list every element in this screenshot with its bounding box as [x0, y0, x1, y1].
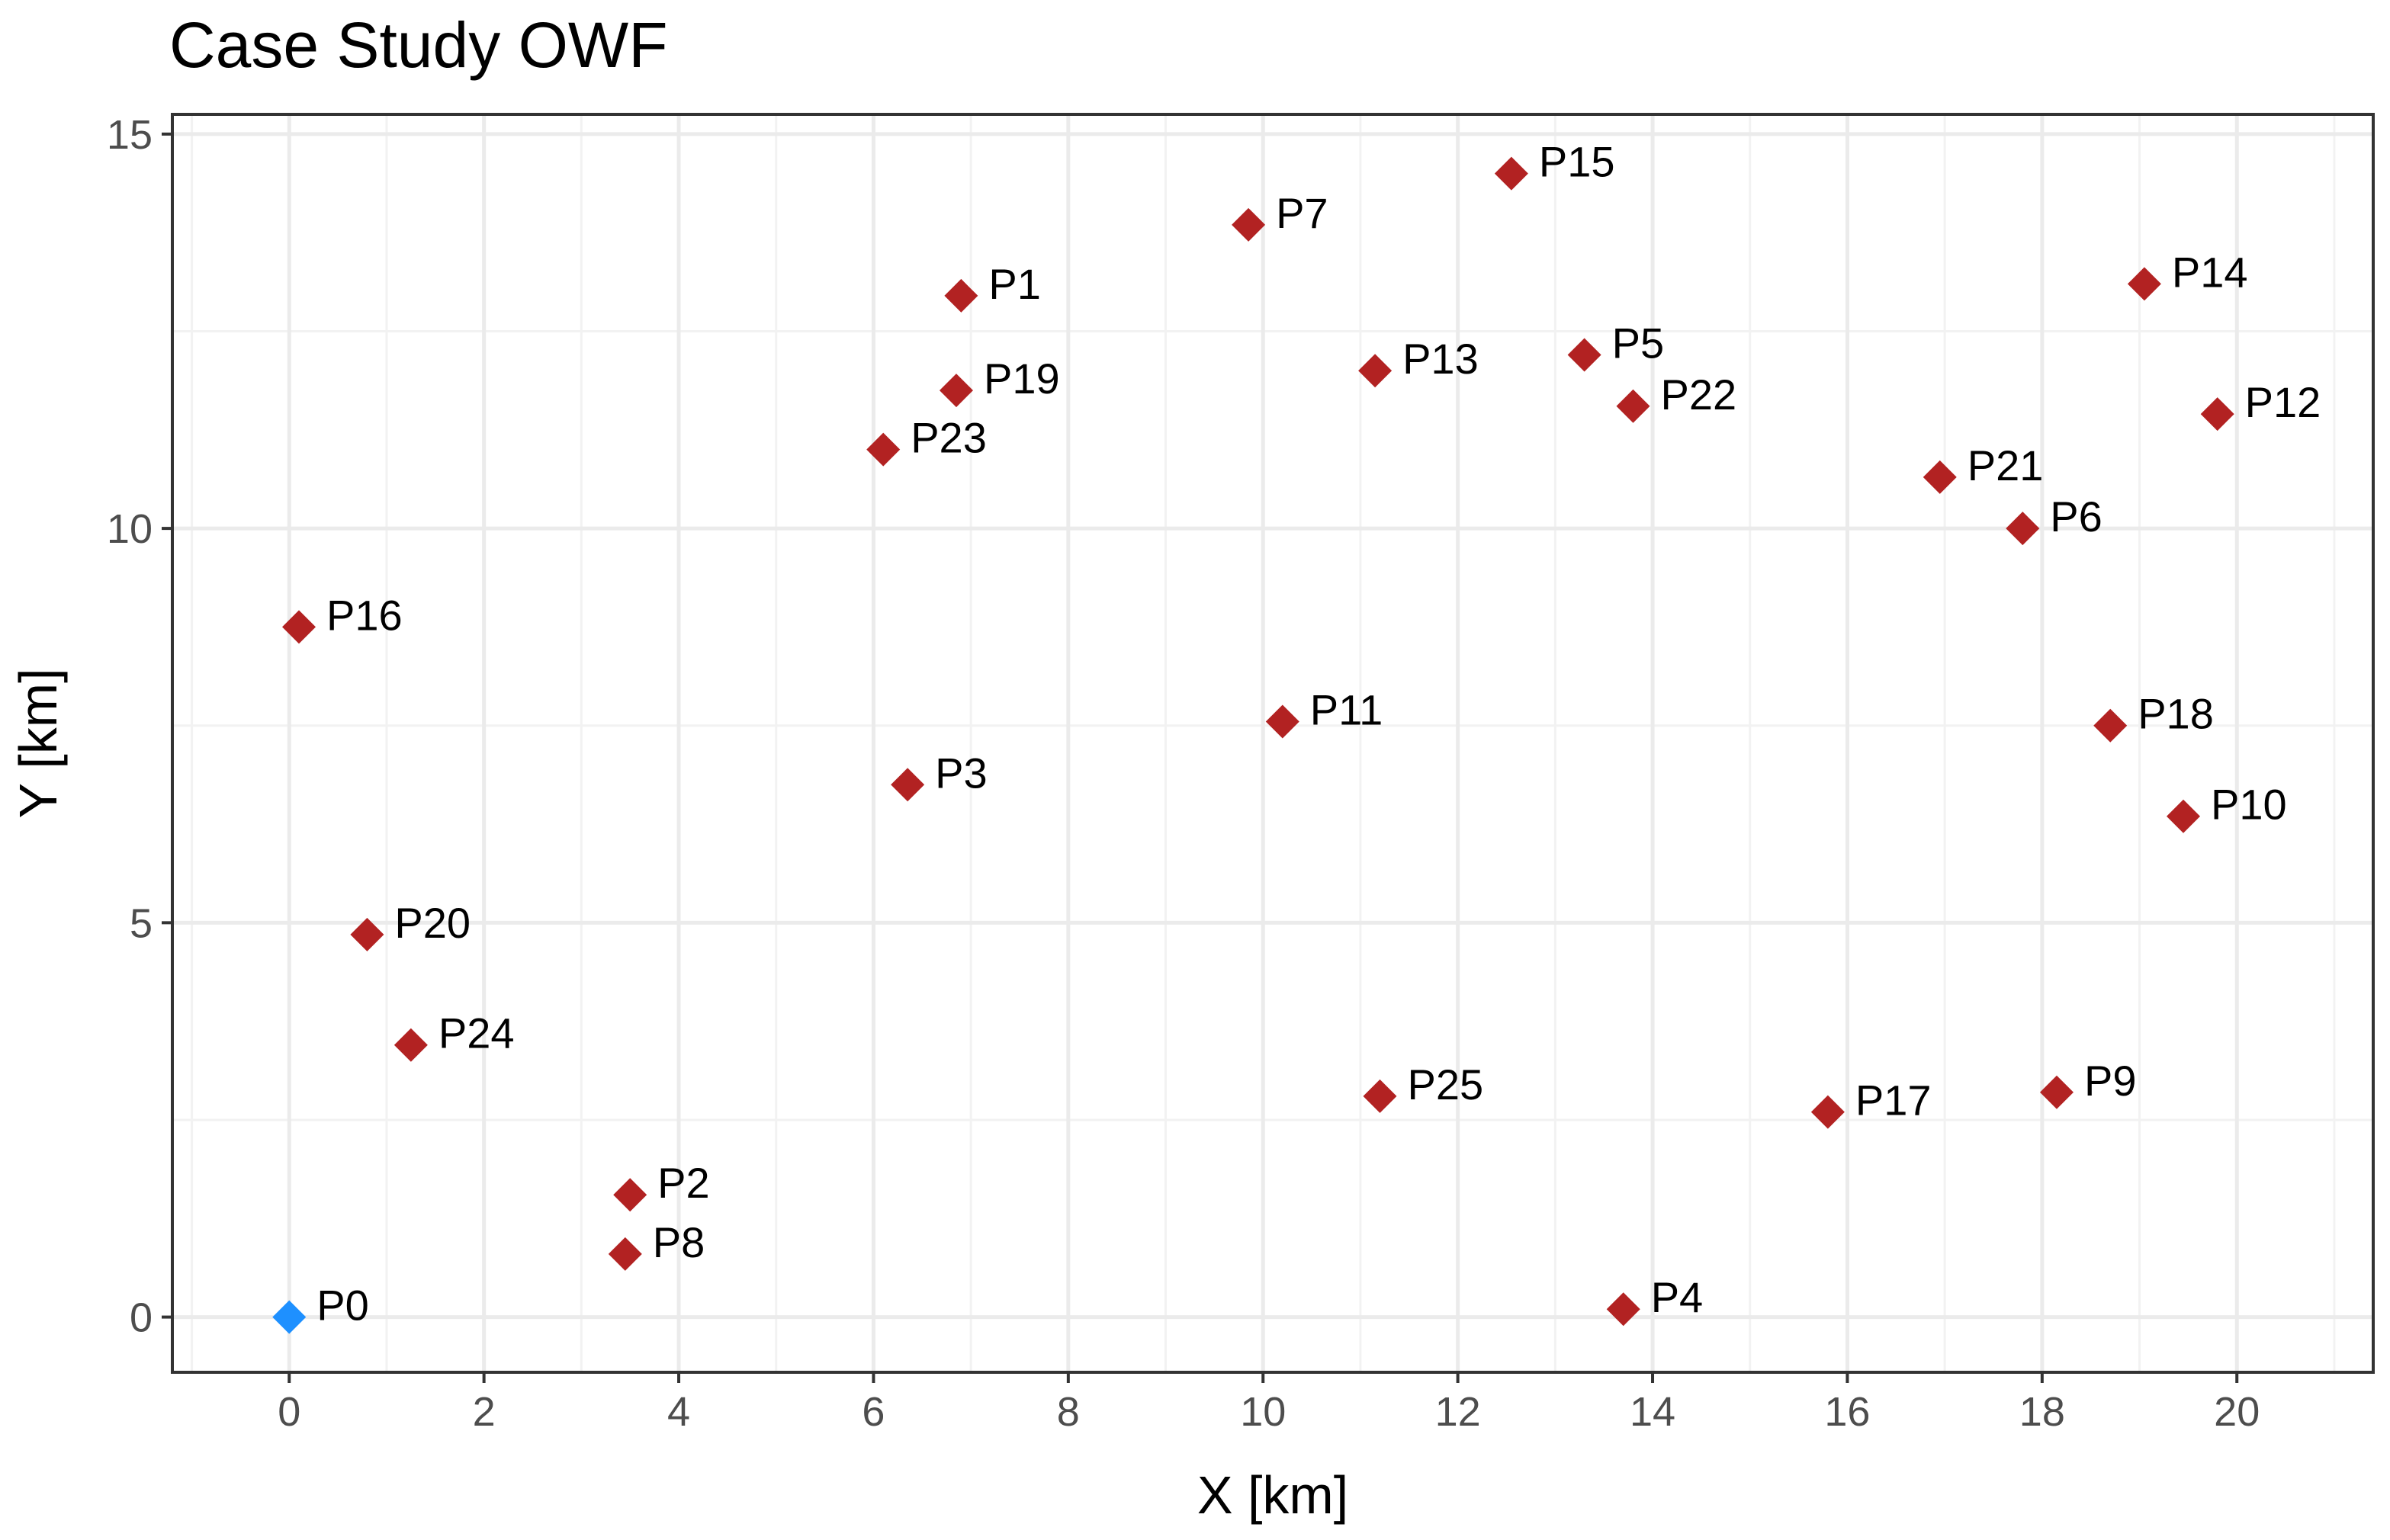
point-label-p0: P0 [316, 1282, 369, 1330]
point-label-p4: P4 [1651, 1273, 1704, 1321]
point-labels: P0 P1 P2 P3 P4 P5 P6 P7 P8 P9 P10 P11 P12 P13 P14 P15 P1… [316, 138, 2321, 1330]
point-marker-p7 [1232, 207, 1266, 242]
point-marker-p10 [2166, 799, 2200, 833]
x-tick-label: 2 [473, 1389, 496, 1435]
x-tick-label: 0 [278, 1389, 300, 1435]
point-label-p3: P3 [935, 749, 988, 797]
point-label-p11: P11 [1310, 686, 1383, 734]
y-tick-label: 10 [107, 506, 153, 552]
x-tick-label: 10 [1240, 1389, 1286, 1435]
point-marker-p1 [944, 278, 978, 313]
point-label-p22: P22 [1660, 371, 1736, 419]
point-marker-p25 [1363, 1079, 1397, 1113]
point-marker-p18 [2093, 708, 2128, 743]
point-label-p7: P7 [1276, 189, 1328, 237]
point-label-p21: P21 [1968, 441, 2044, 489]
point-label-p20: P20 [394, 899, 471, 947]
point-label-p1: P1 [988, 260, 1041, 308]
point-marker-p8 [608, 1237, 642, 1271]
panel-border [171, 113, 2375, 1374]
point-marker-p24 [394, 1028, 428, 1062]
y-axis-title: Y [km] [8, 668, 68, 818]
point-marker-p22 [1616, 389, 1650, 423]
point-label-p13: P13 [1402, 335, 1479, 383]
point-marker-p2 [613, 1178, 647, 1212]
point-marker-p3 [891, 768, 925, 802]
point-label-p17: P17 [1855, 1076, 1932, 1125]
y-tick-label: 0 [130, 1295, 153, 1341]
y-tick-label: 15 [107, 112, 153, 158]
x-tick-label: 8 [1057, 1389, 1080, 1435]
x-tick-label: 4 [667, 1389, 690, 1435]
point-marker-p6 [2006, 512, 2040, 546]
point-marker-p21 [1923, 460, 1957, 494]
x-tick-label: 6 [862, 1389, 885, 1435]
point-marker-p20 [350, 917, 384, 951]
point-label-p10: P10 [2211, 781, 2287, 829]
x-axis-title: X [km] [1197, 1465, 1348, 1525]
point-marker-p19 [939, 374, 973, 408]
point-label-p15: P15 [1539, 138, 1615, 186]
point-label-p14: P14 [2172, 248, 2248, 296]
point-label-p6: P6 [2050, 492, 2102, 541]
point-marker-p9 [2039, 1075, 2074, 1109]
point-label-p12: P12 [2245, 378, 2321, 426]
x-tick-label: 14 [1630, 1389, 1675, 1435]
point-label-p8: P8 [653, 1218, 705, 1266]
point-label-p9: P9 [2084, 1057, 2137, 1105]
point-marker-p16 [282, 610, 316, 644]
point-label-p19: P19 [984, 355, 1060, 403]
y-axis: 0 5 10 15 [107, 112, 172, 1341]
x-axis: 0 2 4 6 8 10 12 14 16 18 20 [278, 1372, 2260, 1435]
x-tick-label: 20 [2214, 1389, 2260, 1435]
grid-major-lines [172, 114, 2373, 1372]
point-marker-p5 [1567, 338, 1601, 372]
point-marker-p11 [1265, 704, 1299, 739]
point-marker-p4 [1606, 1292, 1640, 1327]
data-points [272, 156, 2234, 1334]
point-label-p5: P5 [1612, 319, 1665, 367]
point-marker-p17 [1810, 1095, 1845, 1129]
x-tick-label: 18 [2019, 1389, 2065, 1435]
point-label-p2: P2 [657, 1159, 710, 1207]
point-label-p16: P16 [326, 591, 403, 639]
point-label-p18: P18 [2138, 690, 2214, 738]
point-label-p23: P23 [911, 414, 987, 462]
point-marker-p13 [1358, 354, 1393, 388]
point-label-p24: P24 [438, 1009, 515, 1057]
x-tick-label: 12 [1435, 1389, 1481, 1435]
point-label-p25: P25 [1407, 1060, 1483, 1108]
point-marker-p14 [2127, 267, 2161, 301]
x-tick-label: 16 [1824, 1389, 1870, 1435]
y-tick-label: 5 [130, 900, 153, 946]
point-marker-p23 [866, 432, 901, 467]
point-marker-p12 [2200, 397, 2234, 432]
point-marker-p0 [272, 1300, 307, 1334]
chart-title: Case Study OWF [169, 9, 668, 81]
point-marker-p15 [1494, 156, 1528, 191]
